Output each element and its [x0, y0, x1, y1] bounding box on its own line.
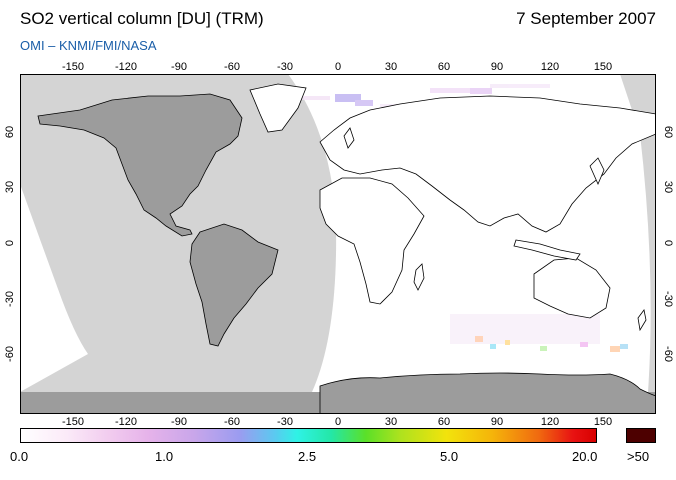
greenland: [249, 83, 307, 133]
lat-tick-right: -60: [662, 346, 674, 362]
lon-tick-top: 60: [437, 61, 451, 73]
map-border: [20, 74, 656, 414]
lat-tick-right: 30: [662, 180, 674, 194]
lon-tick-top: -30: [277, 61, 293, 73]
japan: [589, 157, 605, 185]
lon-tick-top: 90: [490, 61, 504, 73]
colorbar-overflow-label: >50: [627, 449, 650, 464]
colorbar-overflow-swatch: [626, 428, 656, 443]
lon-tick-bottom: -120: [114, 416, 138, 428]
colorbar-label: 20.0: [572, 449, 598, 464]
lon-tick-bottom: -150: [61, 416, 85, 428]
eurasia: [319, 95, 656, 233]
lat-tick-left: 0: [4, 239, 16, 247]
world-map: [20, 74, 656, 414]
lat-tick-right: -30: [662, 291, 674, 307]
indonesia: [513, 239, 581, 261]
lat-tick-left: -60: [4, 346, 16, 362]
lat-tick-left: 30: [4, 180, 16, 194]
new-zealand: [637, 309, 647, 332]
colorbar-label: 1.0: [155, 449, 174, 464]
lon-tick-bottom: 120: [540, 416, 560, 428]
map-title: SO2 vertical column [DU] (TRM): [20, 9, 264, 28]
antarctica-coast: [319, 372, 656, 414]
lon-tick-bottom: 0: [334, 416, 342, 428]
lon-tick-bottom: -30: [277, 416, 293, 428]
colorbar-label: 5.0: [440, 449, 459, 464]
so2-speckles: [300, 84, 628, 352]
colorbar-label: 0.0: [10, 449, 29, 464]
lon-tick-top: -60: [224, 61, 240, 73]
map-date: 7 September 2007: [516, 9, 656, 28]
lon-tick-bottom: 150: [593, 416, 613, 428]
lon-tick-bottom: 90: [490, 416, 504, 428]
colorbar: [20, 428, 597, 443]
colorbar-label: 2.5: [298, 449, 317, 464]
lat-tick-right: 0: [662, 239, 674, 247]
lon-tick-bottom: 30: [384, 416, 398, 428]
lat-tick-right: 60: [662, 125, 674, 139]
lon-tick-top: 30: [384, 61, 398, 73]
lon-tick-top: 120: [540, 61, 560, 73]
south-america: [189, 223, 279, 347]
map-canvas: [20, 74, 656, 414]
lon-tick-bottom: -90: [171, 416, 187, 428]
data-gap-left: [20, 184, 88, 392]
lat-tick-left: 60: [4, 125, 16, 139]
madagascar: [413, 263, 425, 291]
lat-tick-left: -30: [4, 291, 16, 307]
lon-tick-bottom: 60: [437, 416, 451, 428]
lon-tick-top: 150: [593, 61, 613, 73]
lon-tick-top: -150: [61, 61, 85, 73]
lon-tick-top: -90: [171, 61, 187, 73]
lon-tick-bottom: -60: [224, 416, 240, 428]
north-america: [37, 93, 243, 237]
lon-tick-top: 0: [334, 61, 342, 73]
map-subtitle: OMI – KNMI/FMI/NASA: [20, 38, 157, 53]
lon-tick-top: -120: [114, 61, 138, 73]
africa: [319, 177, 425, 305]
uk: [343, 127, 355, 149]
night-shade-right: [620, 74, 656, 392]
